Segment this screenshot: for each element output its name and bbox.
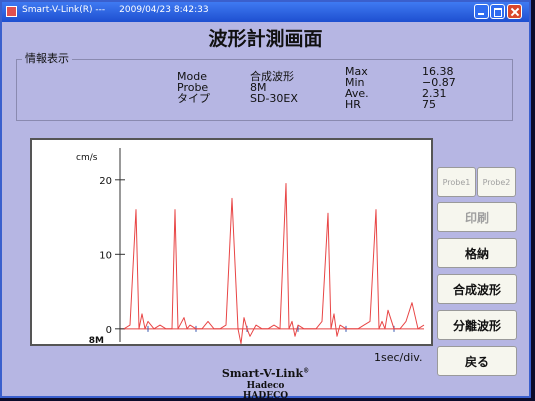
brand-product: Smart-V-Link® bbox=[2, 367, 529, 380]
stat-value-max: 16.38 bbox=[422, 65, 454, 78]
stat-value-min: −0.87 bbox=[422, 76, 456, 89]
brand-company: Hadeco bbox=[246, 381, 285, 391]
stat-values: 16.38 −0.87 2.31 75 bbox=[422, 66, 456, 110]
probe2-button[interactable]: Probe2 bbox=[477, 167, 516, 197]
stat-label-max: Max bbox=[345, 65, 368, 78]
app-icon bbox=[6, 6, 17, 17]
maximize-button[interactable] bbox=[490, 4, 505, 19]
y-tick-label: 0 bbox=[106, 325, 112, 336]
info-value-type: SD-30EX bbox=[250, 92, 298, 105]
probe1-button[interactable]: Probe1 bbox=[437, 167, 476, 197]
print-button[interactable]: 印刷 bbox=[437, 202, 517, 232]
time-scale-label: 1sec/div. bbox=[374, 351, 423, 364]
window-title: Smart-V-Link(R) --- 2009/04/23 8:42:33 bbox=[22, 5, 223, 15]
stat-labels: Max Min Ave. HR bbox=[345, 66, 369, 110]
store-button[interactable]: 格納 bbox=[437, 238, 517, 268]
title-bar[interactable]: Smart-V-Link(R) --- 2009/04/23 8:42:33 bbox=[2, 2, 529, 22]
waveform-line bbox=[123, 183, 425, 344]
waveform-chart: cm/s201008M合成波形 bbox=[30, 138, 433, 346]
stat-label-ave: Ave. bbox=[345, 87, 369, 100]
info-label-mode: Mode bbox=[177, 70, 207, 83]
registered-mark: ® bbox=[303, 367, 310, 375]
composite-waveform-button[interactable]: 合成波形 bbox=[437, 274, 517, 304]
info-value-probe: 8M bbox=[250, 81, 267, 94]
info-labels: Mode Probe タイプ bbox=[177, 71, 210, 104]
info-label-probe: Probe bbox=[177, 81, 209, 94]
y-tick-label: 20 bbox=[99, 176, 112, 187]
separate-waveform-button[interactable]: 分離波形 bbox=[437, 310, 517, 340]
info-values: 合成波形 8M SD-30EX bbox=[250, 71, 298, 104]
window-timestamp: 2009/04/23 8:42:33 bbox=[119, 5, 209, 15]
stat-label-hr: HR bbox=[345, 98, 361, 111]
app-name: Smart-V-Link(R) --- bbox=[22, 5, 106, 15]
chart-probe-label: 8M bbox=[89, 336, 104, 344]
stat-label-min: Min bbox=[345, 76, 365, 89]
brand-company-caps: HADECO bbox=[242, 391, 289, 401]
brand-product-name: Smart-V-Link bbox=[221, 367, 304, 380]
stat-value-ave: 2.31 bbox=[422, 87, 447, 100]
y-axis-label: cm/s bbox=[76, 153, 98, 163]
y-tick-label: 10 bbox=[99, 250, 112, 261]
back-button[interactable]: 戻る bbox=[437, 346, 517, 376]
close-button[interactable] bbox=[507, 4, 522, 19]
info-value-mode: 合成波形 bbox=[250, 70, 294, 83]
minimize-button[interactable] bbox=[474, 4, 489, 19]
stat-value-hr: 75 bbox=[422, 98, 436, 111]
info-label-type: タイプ bbox=[177, 92, 210, 105]
waveform-plot: cm/s201008M合成波形 bbox=[76, 148, 425, 344]
info-panel-legend: 情報表示 bbox=[22, 50, 72, 66]
screen-title: 波形計測画面 bbox=[208, 28, 323, 50]
info-panel bbox=[16, 59, 513, 121]
